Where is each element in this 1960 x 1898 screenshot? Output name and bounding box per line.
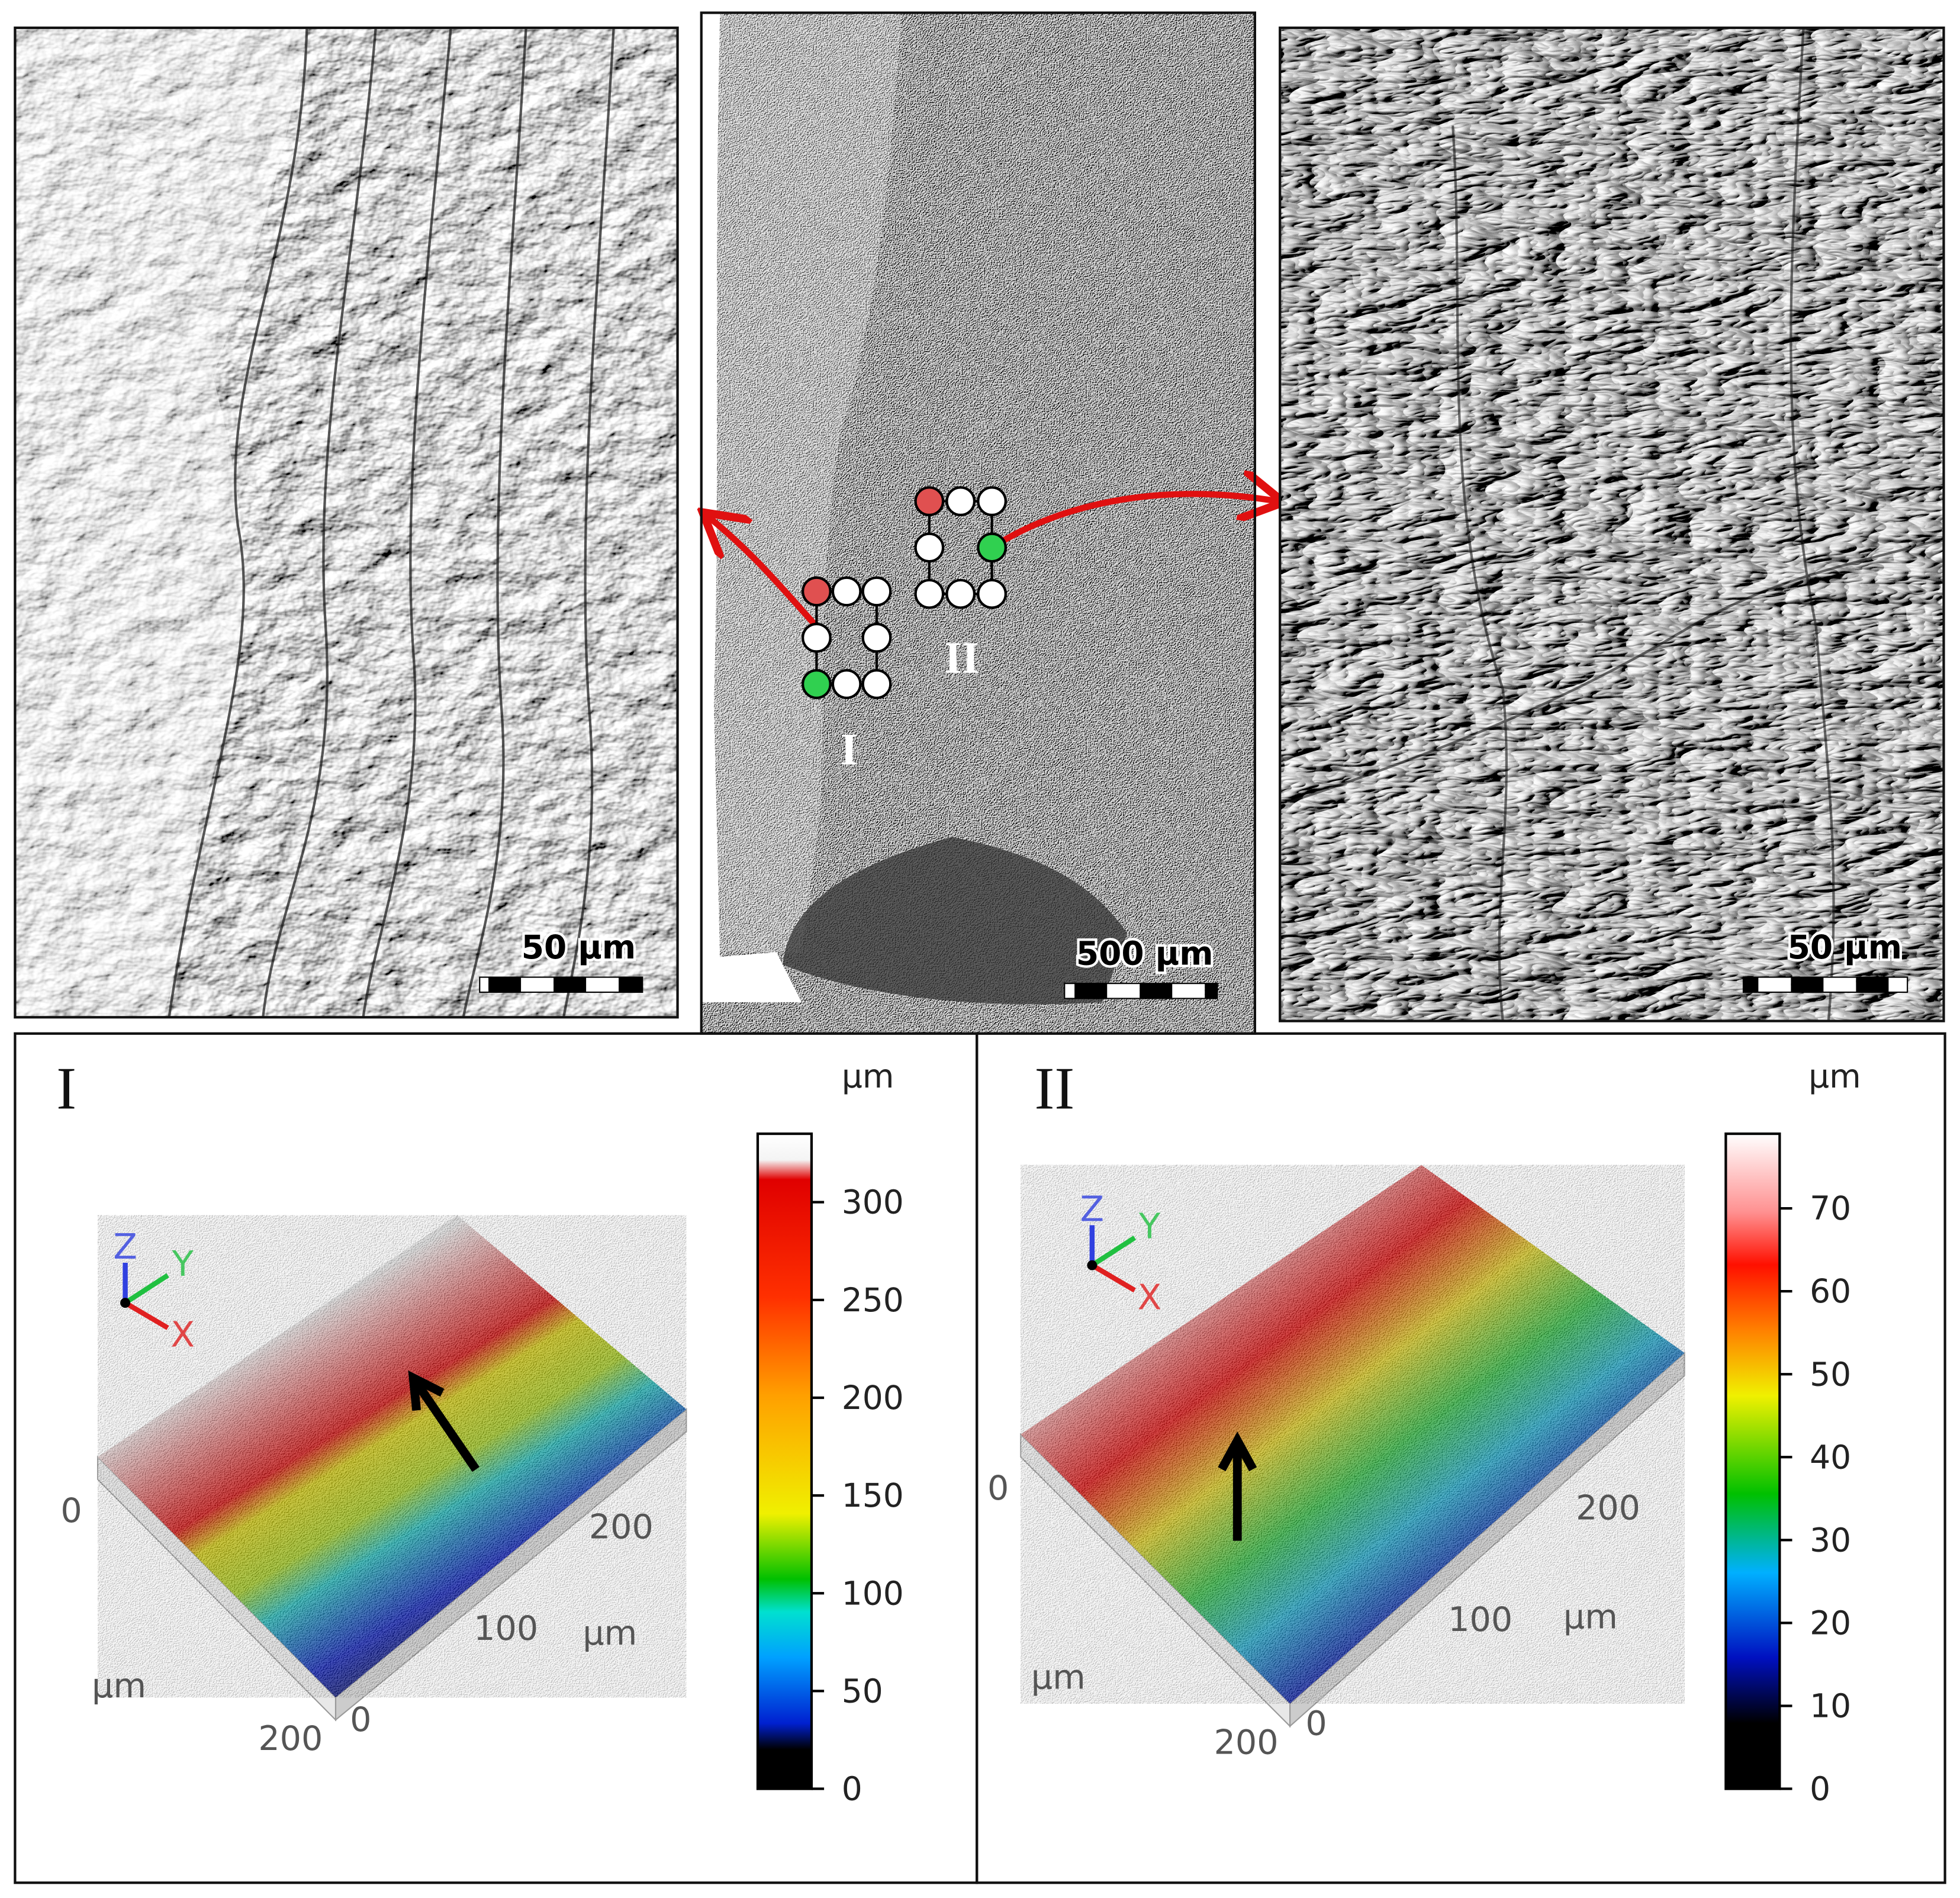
region-label: I	[841, 725, 858, 774]
center-micrograph: I II 500 µm	[701, 11, 1277, 1035]
marker-grid-i	[802, 576, 892, 699]
colorbar-tick-label: 50	[1810, 1355, 1851, 1393]
panel-frame	[976, 1032, 1946, 1884]
crack-lines	[168, 27, 615, 1018]
colorbar-tick-label: 40	[1810, 1438, 1851, 1476]
frame	[1279, 26, 1945, 1022]
triad-axis	[1090, 1236, 1137, 1268]
scale-bar-label: 50 µm	[1788, 928, 1902, 966]
axis-label: µm	[582, 1614, 637, 1653]
panel-label: I	[56, 1056, 76, 1122]
axis-tick-label: 100	[474, 1609, 538, 1648]
arrow-right	[990, 494, 1277, 551]
right-micrograph: 50 µm	[1279, 26, 1945, 1022]
axis-tick-label: 100	[1448, 1600, 1512, 1639]
arrow	[410, 1375, 480, 1472]
surface-side	[1289, 1351, 1685, 1728]
topography: I Z YX 0 100 200 µm 0 200 µm µm 0 50 100 150 200 250 300	[56, 1056, 904, 1808]
colorbar-tick-label: 60	[1810, 1272, 1851, 1310]
axis-tick-label: 0	[987, 1469, 1009, 1508]
triad-origin	[120, 1298, 131, 1308]
edge-bottom	[701, 952, 802, 1002]
triad-axis	[124, 1301, 169, 1330]
axis-label: µm	[92, 1667, 146, 1706]
frame	[14, 26, 679, 1019]
axis-label: µm	[1563, 1598, 1618, 1637]
topography: II Z YX 0 100 200 µm 0 200 µm µm 0 10 20 30 40 50 60 70	[987, 1056, 1861, 1808]
scale-bar-label: 50 µm	[522, 928, 636, 966]
edge	[701, 12, 720, 965]
colorbar-tick-label: 200	[842, 1379, 904, 1417]
triad-label: Y	[172, 1243, 194, 1284]
left-micrograph: 50 µm	[14, 26, 679, 1019]
axis-tick-label: 0	[60, 1491, 82, 1530]
smooth-region	[15, 27, 307, 1018]
colorbar	[1724, 1132, 1781, 1790]
triad-label: Z	[1080, 1189, 1105, 1230]
colorbar-tick-label: 250	[842, 1281, 904, 1319]
triad-origin	[1087, 1260, 1098, 1270]
topographies: IZ YX0100200µm0200µmµm050100150200250300I…	[56, 1056, 1861, 1808]
arrow-head	[408, 1370, 445, 1411]
colorbar-tick-label: 300	[842, 1183, 904, 1221]
colorbar-tick-label: 70	[1810, 1189, 1851, 1227]
scale-bar	[1742, 976, 1908, 993]
image	[15, 27, 678, 1018]
colorbar	[756, 1132, 813, 1790]
surface-texture	[98, 1215, 687, 1698]
axis-tick-label: 200	[1214, 1723, 1279, 1762]
scale-bar-label: 500 µm	[1076, 934, 1214, 972]
scale-bar	[1064, 983, 1218, 999]
colorbar-tick-label: 30	[1810, 1521, 1851, 1559]
colorbar-tick-label: 0	[1810, 1770, 1830, 1808]
triad-label: Y	[1138, 1205, 1161, 1246]
crack-lines	[1289, 27, 1945, 1021]
triad-axis	[1090, 1263, 1136, 1293]
surface-texture	[1021, 1164, 1685, 1704]
axis-tick-label: 0	[350, 1700, 371, 1739]
marker-grid-ii	[914, 486, 1007, 609]
axis-tick-label: 0	[1305, 1704, 1327, 1743]
axis-label: µm	[1031, 1658, 1086, 1697]
panel-label: II	[1035, 1056, 1075, 1122]
triad-label: Z	[113, 1226, 137, 1267]
axis-tick-label: 200	[1576, 1489, 1640, 1528]
axis-tick-label: 200	[258, 1719, 323, 1758]
colorbar-tick-label: 150	[842, 1476, 904, 1514]
scale-bar	[479, 976, 643, 993]
colorbar-unit: µm	[842, 1057, 894, 1095]
arrow-left	[707, 516, 819, 629]
region	[701, 12, 902, 953]
image	[1280, 27, 1944, 1021]
colorbar-tick-label: 10	[1810, 1687, 1851, 1725]
colorbar-unit: µm	[1808, 1057, 1861, 1095]
colorbar-tick-label: 20	[1810, 1604, 1851, 1642]
colorbar-tick-label: 0	[842, 1770, 862, 1808]
colorbar-tick-label: 100	[842, 1574, 904, 1612]
indent	[783, 837, 1128, 1005]
axis-tick-label: 200	[589, 1507, 654, 1546]
region-label: II	[944, 633, 979, 683]
triad-axis	[124, 1273, 169, 1305]
triad-label: X	[170, 1314, 195, 1355]
colorbar-tick-label: 50	[842, 1672, 883, 1710]
triad-label: X	[1138, 1276, 1162, 1317]
arrow-head	[1218, 1431, 1257, 1472]
